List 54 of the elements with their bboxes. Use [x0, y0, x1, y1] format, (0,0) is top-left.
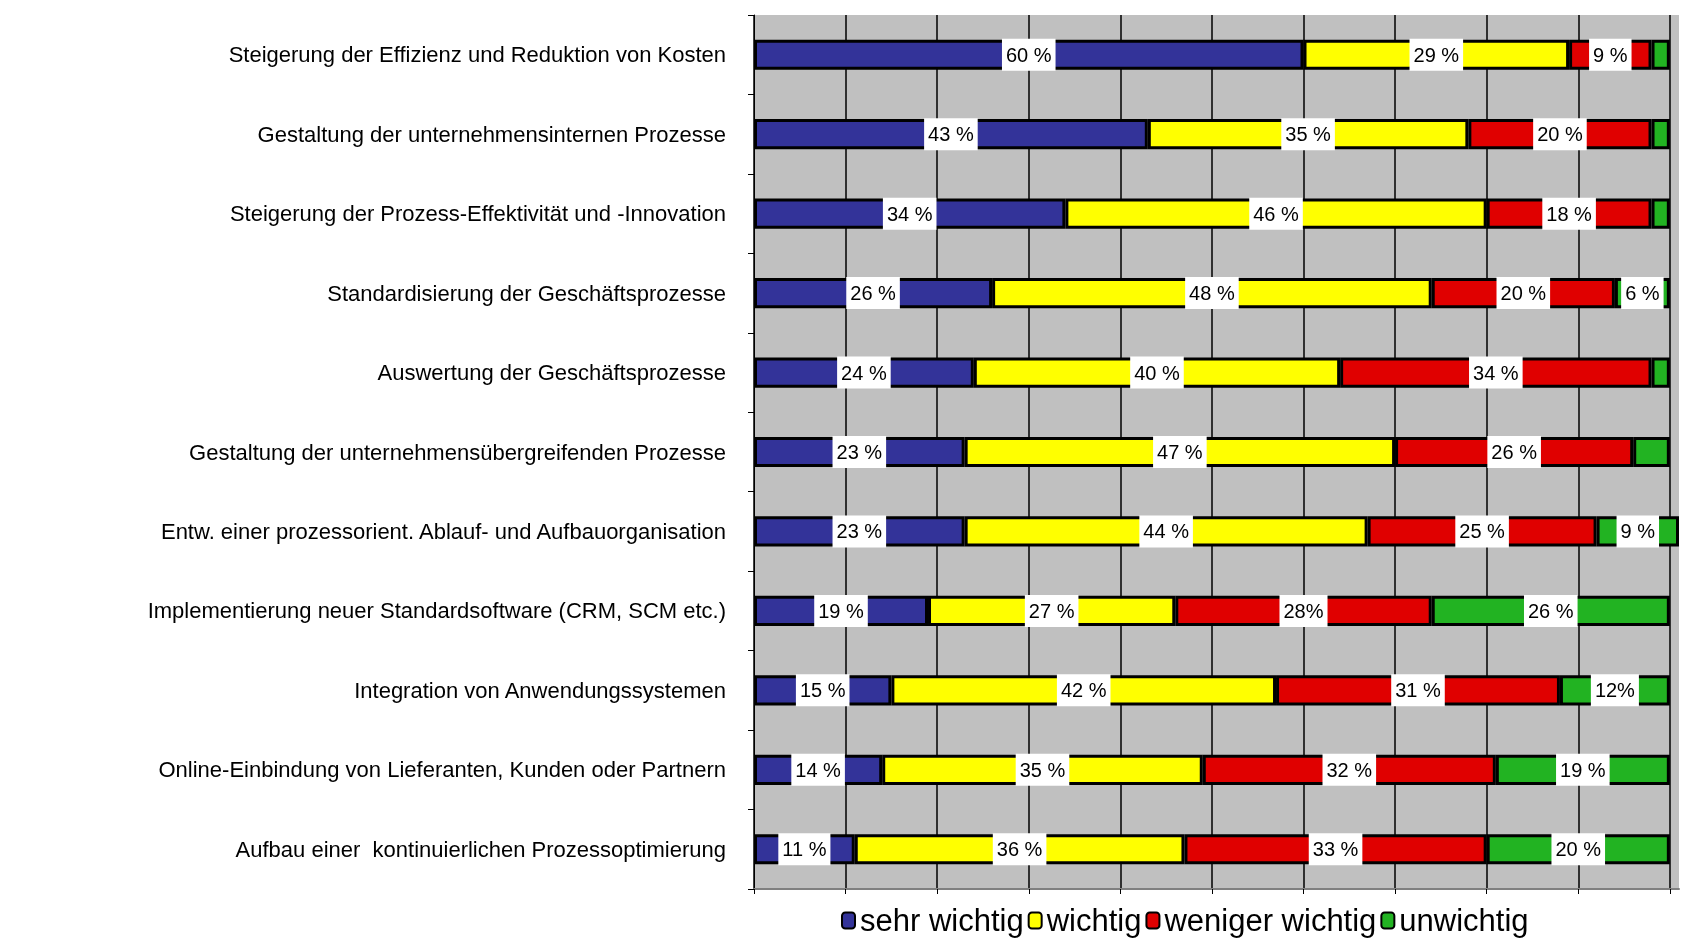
data-label: 18 % [1546, 202, 1593, 225]
y-tick-label: Standardisierung der Geschäftsprozesse [327, 280, 726, 306]
y-tick-label: Aufbau einer kontinuierlichen Prozessoptimierung [235, 836, 726, 862]
data-label: 40 % [1134, 361, 1180, 384]
y-tick-label: Online-Einbindung von Lieferanten, Kunden oder Partnern [158, 757, 726, 783]
data-label: 20 % [1537, 123, 1583, 146]
data-label: 34 % [886, 202, 933, 225]
data-label: 9 % [1593, 43, 1628, 66]
legend-label: unwichtig [1399, 903, 1529, 938]
y-tick-label: Implementierung neuer Standardsoftware (CRM, SCM etc.) [147, 598, 726, 624]
data-label: 31 % [1395, 679, 1441, 702]
y-tick-label: Gestaltung der unternehmensübergreifenden Prozesse [189, 439, 726, 465]
data-label: 34 % [1473, 361, 1519, 384]
data-label: 15 % [799, 679, 846, 702]
data-label: 24 % [841, 361, 887, 384]
data-label: 19 % [1560, 758, 1606, 781]
y-tick-label: Integration von Anwendungssystemen [354, 677, 726, 703]
y-tick-label: Steigerung der Prozess-Effektivität und -Innovation [229, 201, 726, 227]
data-label: 23 % [836, 441, 883, 463]
data-label: 44 % [1143, 520, 1190, 543]
data-label: 27 % [1028, 599, 1075, 622]
legend-label: sehr wichtig [860, 903, 1024, 938]
data-label: 23 % [836, 520, 883, 543]
data-label: 35 % [1019, 758, 1066, 781]
data-label: 26 % [1527, 599, 1574, 622]
data-label: 28% [1283, 599, 1324, 622]
legend-label: weniger wichtig [1163, 903, 1377, 938]
data-label: 42 % [1060, 679, 1107, 702]
data-label: 26 % [1491, 441, 1538, 463]
data-label: 25 % [1459, 520, 1506, 543]
data-label: 33 % [1312, 838, 1359, 861]
data-label: 6 % [1625, 282, 1660, 305]
y-tick-label: Entw. einer prozessorient. Ablauf- und Aufbauorganisation [160, 518, 726, 544]
data-label: 36 % [996, 838, 1043, 861]
data-label: 60 % [1005, 43, 1052, 66]
y-tick-label: Auswertung der Geschäftsprozesse [377, 360, 726, 386]
data-label: 12% [1594, 679, 1636, 702]
data-label: 26 % [850, 282, 897, 305]
legend-label: wichtig [1045, 903, 1142, 938]
data-label: 48 % [1189, 282, 1235, 305]
data-label: 19 % [818, 599, 865, 622]
data-label: 11 % [782, 838, 827, 861]
data-label: 29 % [1413, 43, 1460, 66]
y-tick-label: Steigerung der Effizienz und Reduktion von Kosten [228, 42, 726, 68]
data-label: 20 % [1500, 282, 1547, 305]
data-label: 9 % [1620, 520, 1656, 543]
data-label: 14 % [795, 758, 842, 781]
data-label: 43 % [928, 123, 974, 146]
data-label: 32 % [1326, 758, 1373, 781]
data-label: 47 % [1157, 441, 1203, 463]
y-tick-label: Gestaltung der unternehmensinternen Prozesse [257, 121, 726, 147]
data-label: 46 % [1253, 202, 1300, 225]
data-label: 35 % [1285, 123, 1332, 146]
data-label: 20 % [1555, 838, 1602, 861]
